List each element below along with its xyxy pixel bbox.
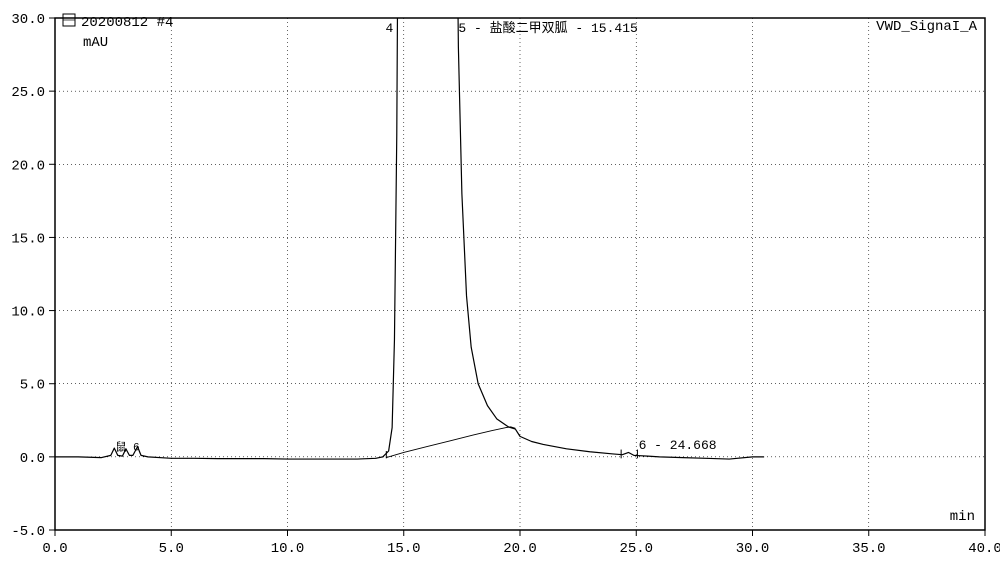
svg-text:0.0: 0.0 [42,541,67,557]
peak1-label: 5 - 盐酸二甲双胍 - 15.415 [458,21,637,36]
svg-text:15.0: 15.0 [11,231,45,247]
svg-text:30.0: 30.0 [11,12,45,28]
svg-text:5.0: 5.0 [20,378,45,394]
svg-text:40.0: 40.0 [968,541,1000,557]
peak2-label: 6 - 24.668 [639,438,717,453]
svg-text:5.0: 5.0 [159,541,184,557]
svg-text:25.0: 25.0 [619,541,653,557]
svg-text:min: min [950,509,975,525]
chromatogram-chart: 0.05.010.015.020.025.030.035.040.0-5.00.… [0,0,1000,573]
svg-text:mAU: mAU [83,35,108,51]
svg-text:35.0: 35.0 [852,541,886,557]
sample-id: 20200812 #4 [81,15,173,31]
noise-label: 鼠 6 [115,439,139,454]
signal-name: VWD_SignaI_A [876,19,977,35]
peak1-leading: 4 [385,21,393,36]
svg-text:15.0: 15.0 [387,541,421,557]
svg-text:20.0: 20.0 [503,541,537,557]
svg-text:-5.0: -5.0 [11,524,45,540]
svg-text:30.0: 30.0 [736,541,770,557]
svg-text:0.0: 0.0 [20,451,45,467]
svg-text:10.0: 10.0 [271,541,305,557]
svg-text:10.0: 10.0 [11,305,45,321]
svg-text:20.0: 20.0 [11,158,45,174]
svg-text:25.0: 25.0 [11,85,45,101]
chart-svg: 0.05.010.015.020.025.030.035.040.0-5.00.… [0,0,1000,573]
